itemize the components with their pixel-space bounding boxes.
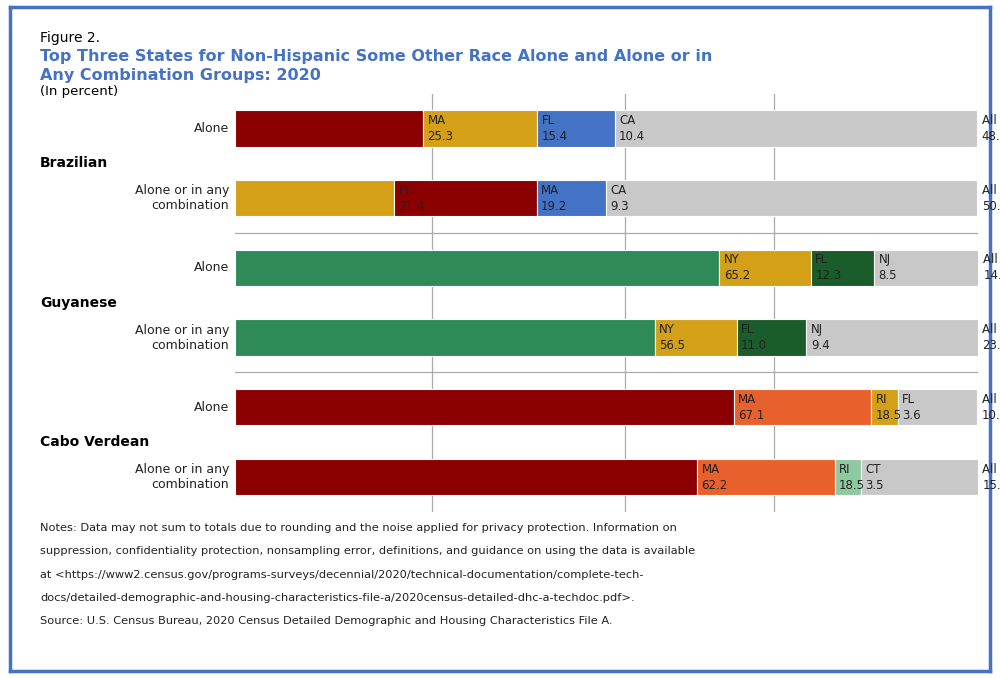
Text: Alone or in any
combination: Alone or in any combination [135, 463, 229, 491]
Bar [874, 250, 979, 286]
Bar [235, 111, 423, 146]
Text: MA
67.1: MA 67.1 [738, 393, 764, 422]
Text: Alone: Alone [194, 261, 229, 275]
Bar [606, 180, 977, 216]
Bar [615, 111, 977, 146]
Text: Alone: Alone [194, 401, 229, 414]
Bar [811, 250, 874, 286]
Bar [655, 319, 737, 356]
Bar [835, 459, 861, 495]
Text: RI
18.5: RI 18.5 [839, 462, 865, 492]
Text: Figure 2.: Figure 2. [40, 31, 100, 45]
Text: suppression, confidentiality protection, nonsampling error, definitions, and gui: suppression, confidentiality protection,… [40, 546, 695, 557]
Text: NY
65.2: NY 65.2 [724, 254, 750, 282]
Bar [235, 459, 697, 495]
Text: CA
9.3: CA 9.3 [610, 184, 629, 213]
Text: Notes: Data may not sum to totals due to rounding and the noise applied for priv: Notes: Data may not sum to totals due to… [40, 523, 677, 534]
Bar [719, 250, 811, 286]
Text: All other states
10.7: All other states 10.7 [982, 393, 1000, 422]
Text: All other states
23.1: All other states 23.1 [982, 323, 1000, 352]
Bar [537, 111, 615, 146]
Text: Any Combination Groups: 2020: Any Combination Groups: 2020 [40, 68, 321, 83]
Text: FL
11.0: FL 11.0 [741, 323, 767, 352]
Text: RI
18.5: RI 18.5 [875, 393, 901, 422]
Text: MA
62.2: MA 62.2 [702, 462, 728, 492]
Text: Cabo Verdean: Cabo Verdean [40, 435, 149, 449]
Bar [871, 389, 898, 425]
Text: CA
10.4: CA 10.4 [619, 114, 645, 143]
Bar [734, 389, 871, 425]
Text: FL
12.3: FL 12.3 [815, 254, 841, 282]
Bar [537, 180, 606, 216]
Bar [235, 180, 394, 216]
Text: NJ
9.4: NJ 9.4 [811, 323, 830, 352]
Bar [697, 459, 835, 495]
Text: All other states
50.0: All other states 50.0 [982, 184, 1000, 213]
Bar [737, 319, 806, 356]
Text: Top Three States for Non-Hispanic Some Other Race Alone and Alone or in: Top Three States for Non-Hispanic Some O… [40, 49, 712, 64]
Bar [235, 250, 719, 286]
Text: NY
56.5: NY 56.5 [659, 323, 685, 352]
Text: MA
25.3: MA 25.3 [427, 114, 453, 143]
Text: All other states
15.8: All other states 15.8 [982, 462, 1000, 492]
Text: Alone or in any
combination: Alone or in any combination [135, 184, 229, 212]
Text: docs/detailed-demographic-and-housing-characteristics-file-a/2020census-detailed: docs/detailed-demographic-and-housing-ch… [40, 593, 635, 603]
Text: (In percent): (In percent) [40, 85, 118, 98]
Text: Alone or in any
combination: Alone or in any combination [135, 323, 229, 352]
Bar [235, 319, 655, 356]
Text: Guyanese: Guyanese [40, 296, 117, 310]
Text: MA
19.2: MA 19.2 [541, 184, 567, 213]
Bar [423, 111, 537, 146]
Text: NJ
8.5: NJ 8.5 [878, 254, 897, 282]
Text: FL
3.6: FL 3.6 [902, 393, 921, 422]
Text: FL
15.4: FL 15.4 [542, 114, 568, 143]
Bar [235, 389, 734, 425]
Bar [898, 389, 977, 425]
Text: FL
21.4: FL 21.4 [398, 184, 425, 213]
Text: CT
3.5: CT 3.5 [865, 462, 884, 492]
Text: All other states
14.1: All other states 14.1 [983, 254, 1000, 282]
Text: Brazilian: Brazilian [40, 157, 108, 170]
Text: at <https://www2.census.gov/programs-surveys/decennial/2020/technical-documentat: at <https://www2.census.gov/programs-sur… [40, 570, 644, 580]
Bar [861, 459, 978, 495]
Bar [806, 319, 978, 356]
Bar [394, 180, 537, 216]
Text: All other states
48.8: All other states 48.8 [982, 114, 1000, 143]
Text: Alone: Alone [194, 122, 229, 135]
Text: Source: U.S. Census Bureau, 2020 Census Detailed Demographic and Housing Charact: Source: U.S. Census Bureau, 2020 Census … [40, 616, 612, 626]
